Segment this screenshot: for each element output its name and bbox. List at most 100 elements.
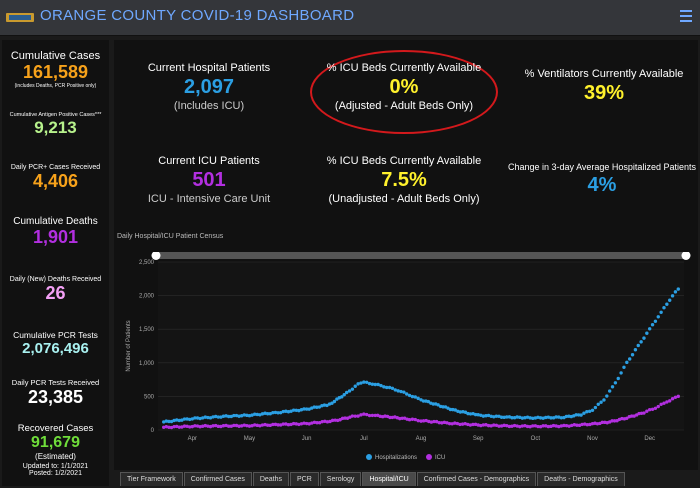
data-point: [312, 420, 317, 424]
data-point: [384, 385, 389, 390]
data-point: [510, 424, 514, 428]
data-point: [234, 423, 239, 428]
data-point: [665, 400, 669, 404]
tab-deaths-demographics[interactable]: Deaths - Demographics: [537, 472, 625, 486]
data-point: [252, 423, 257, 427]
data-point: [226, 414, 231, 419]
data-point: [525, 424, 530, 429]
data-point: [557, 415, 561, 419]
data-point: [347, 389, 352, 393]
data-point: [670, 397, 675, 401]
data-point: [559, 424, 564, 428]
data-point: [528, 424, 532, 429]
data-point: [370, 382, 375, 386]
data-point: [574, 413, 578, 417]
data-point: [546, 415, 551, 419]
data-point: [263, 422, 267, 427]
tab-confirmed-cases-demographics[interactable]: Confirmed Cases - Demographics: [416, 472, 537, 486]
data-point: [198, 425, 202, 429]
data-point: [299, 408, 304, 412]
data-point: [479, 423, 483, 428]
legend-label: ICU: [435, 455, 445, 461]
data-point: [164, 419, 169, 423]
data-point: [286, 410, 291, 414]
data-point: [350, 414, 355, 418]
data-point: [576, 413, 581, 417]
data-point: [549, 424, 553, 429]
data-point: [523, 416, 527, 420]
data-point: [468, 423, 473, 427]
data-point: [662, 305, 666, 310]
data-point: [376, 382, 380, 387]
recovered-stat: Recovered Cases 91,679 (Estimated) Updat…: [2, 423, 109, 477]
data-point: [445, 421, 449, 425]
menu-icon[interactable]: [680, 10, 692, 24]
tab-tier-framework[interactable]: Tier Framework: [120, 472, 183, 486]
data-point: [359, 413, 363, 417]
data-point: [219, 424, 223, 429]
data-point: [602, 398, 606, 402]
data-point: [402, 390, 406, 394]
data-point: [208, 424, 213, 429]
data-point: [536, 424, 540, 429]
data-point: [193, 424, 197, 428]
data-point: [554, 424, 558, 428]
data-point: [497, 414, 501, 418]
data-point: [213, 414, 218, 419]
cumulative-pcr-tests-stat: Cumulative PCR Tests 2,076,496: [2, 330, 109, 357]
data-point: [463, 421, 467, 426]
data-point: [284, 422, 288, 426]
data-point: [410, 417, 415, 421]
daily-pcr-tests-value: 23,385: [27, 387, 84, 407]
data-point: [499, 415, 504, 419]
data-point: [294, 422, 298, 426]
data-point: [426, 399, 431, 404]
data-point: [587, 409, 592, 413]
data-point: [499, 424, 504, 428]
daily-pcr-cases-stat: Daily PCR+ Cases Received 4,406: [2, 164, 109, 192]
data-point: [505, 423, 509, 428]
data-point: [656, 404, 660, 409]
x-tick-label: Dec: [644, 436, 655, 442]
legend-label: Hospitalizations: [375, 455, 417, 461]
data-point: [613, 381, 618, 385]
data-point: [211, 424, 215, 428]
data-point: [190, 417, 195, 421]
data-point: [307, 422, 311, 426]
tab-confirmed-cases[interactable]: Confirmed Cases: [183, 472, 252, 486]
data-point: [630, 353, 635, 357]
data-point: [387, 385, 392, 390]
cumulative-pcr-tests-value: 2,076,496: [22, 340, 89, 357]
data-point: [407, 418, 412, 422]
data-point: [570, 423, 574, 428]
icu-patients-title: Current ICU Patients: [158, 155, 260, 167]
tab-hospital-icu[interactable]: Hospital/ICU: [362, 472, 416, 486]
data-point: [188, 417, 192, 422]
data-point: [276, 411, 280, 415]
data-point: [399, 389, 403, 394]
data-point: [659, 402, 663, 406]
data-point: [245, 423, 249, 428]
tab-pcr[interactable]: PCR: [290, 472, 319, 486]
data-point: [180, 425, 184, 429]
data-point: [596, 402, 600, 406]
data-point: [284, 409, 288, 413]
series-icu: [162, 394, 680, 430]
tab-deaths[interactable]: Deaths: [252, 472, 290, 486]
header: ORANGE COUNTY COVID-19 DASHBOARD: [0, 0, 700, 36]
cumulative-pcr-tests-label: Cumulative PCR Tests: [13, 330, 98, 340]
data-point: [673, 395, 678, 400]
data-point: [356, 382, 360, 386]
data-point: [297, 422, 301, 427]
data-point: [627, 357, 632, 361]
tab-serology[interactable]: Serology: [319, 472, 362, 486]
data-point: [172, 424, 176, 429]
data-point: [265, 423, 270, 427]
data-point: [286, 423, 291, 427]
data-point: [252, 412, 257, 416]
page-title: ORANGE COUNTY COVID-19 DASHBOARD: [40, 7, 355, 24]
data-point: [453, 421, 457, 425]
data-point: [229, 424, 233, 428]
recovered-note: (Estimated): [35, 452, 76, 461]
data-point: [533, 424, 538, 428]
